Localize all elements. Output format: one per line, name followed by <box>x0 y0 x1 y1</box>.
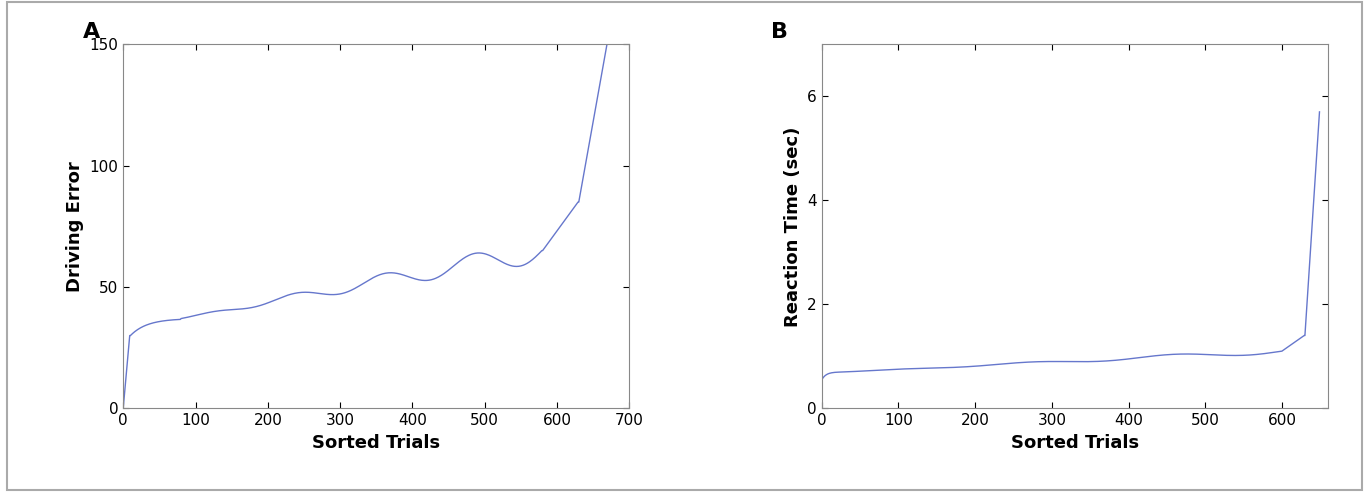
X-axis label: Sorted Trials: Sorted Trials <box>1010 434 1139 452</box>
Text: B: B <box>771 23 789 42</box>
Y-axis label: Driving Error: Driving Error <box>66 161 84 292</box>
Y-axis label: Reaction Time (sec): Reaction Time (sec) <box>783 126 802 327</box>
X-axis label: Sorted Trials: Sorted Trials <box>312 434 441 452</box>
Text: A: A <box>82 23 100 42</box>
